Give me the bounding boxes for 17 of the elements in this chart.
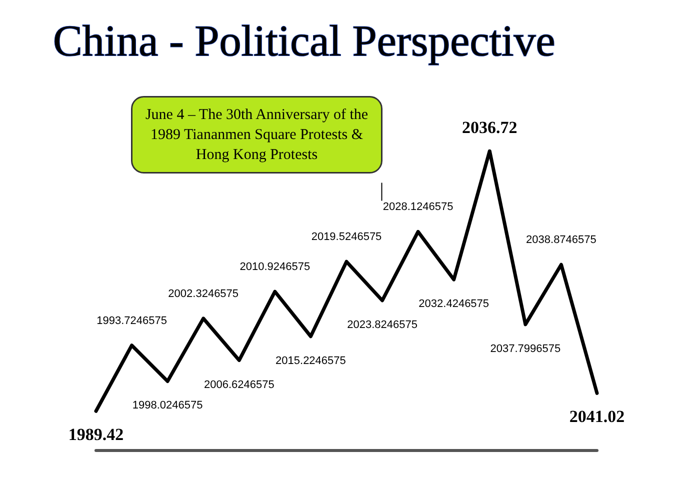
annotation: 2041.02 [569, 407, 625, 426]
annotation: 2006.6246575 [204, 378, 274, 391]
text: 2036.72 [462, 118, 518, 137]
annotation: 2023.8246575 [347, 319, 418, 331]
annotation: 1989.42 [68, 425, 124, 444]
annotation: 2037.7996575 [490, 342, 561, 355]
annotation: 2028.1246575 [382, 201, 454, 214]
annotation: June 4 – The 30th Anniversary of the 1989 Tiananmen Square Protests & Hong Kong Protests [145, 106, 368, 163]
annotation: 2002.3246575 [168, 288, 239, 300]
annotation: 2038.8746575 [526, 234, 596, 246]
annotation: 2015.2246575 [276, 354, 346, 367]
chart-title: China - Political Perspective [53, 16, 556, 66]
annotation: 2019.5246575 [311, 231, 382, 244]
annotation: 2010.9246575 [240, 261, 310, 274]
annotation: 1993.7246575 [96, 314, 167, 327]
annotation: 1998.0246575 [132, 400, 203, 412]
annotation: 2032.4246575 [418, 298, 490, 310]
